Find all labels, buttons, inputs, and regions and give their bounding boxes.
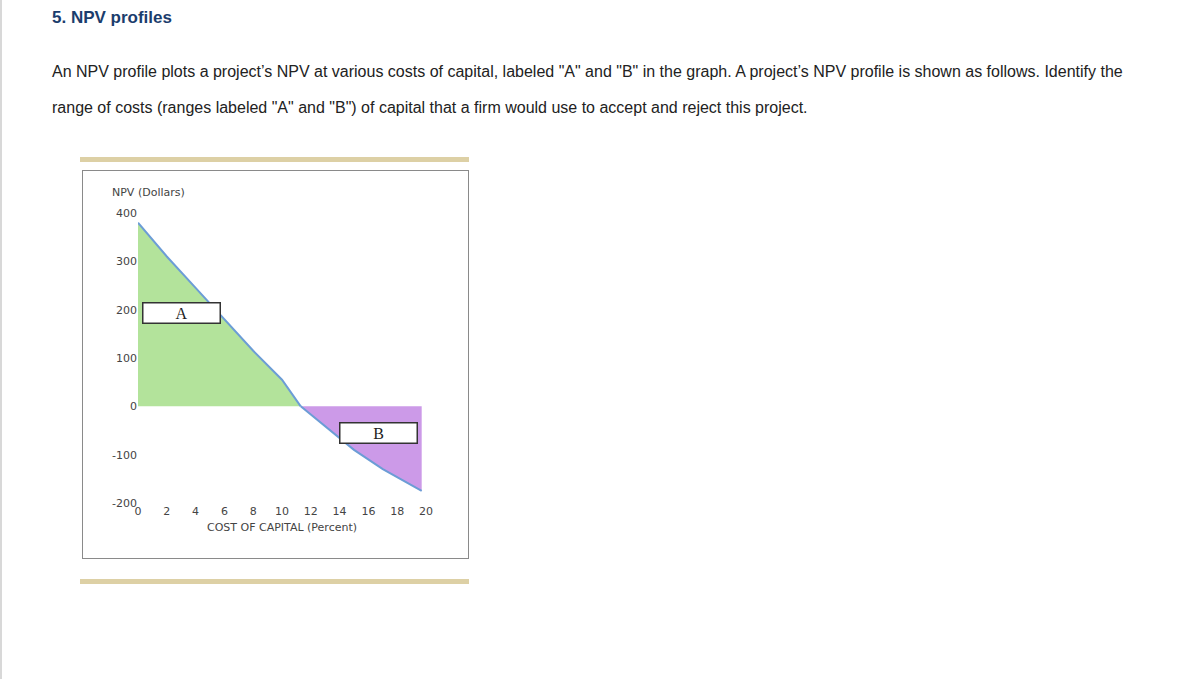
svg-text:0: 0 — [135, 505, 142, 518]
svg-text:16: 16 — [361, 505, 375, 518]
svg-text:A: A — [176, 305, 188, 322]
svg-text:2: 2 — [163, 505, 170, 518]
svg-text:200: 200 — [116, 304, 137, 317]
svg-text:4: 4 — [192, 505, 199, 518]
svg-text:14: 14 — [333, 505, 347, 518]
svg-text:100: 100 — [116, 352, 137, 365]
svg-text:18: 18 — [390, 505, 404, 518]
svg-text:300: 300 — [116, 255, 137, 268]
svg-text:20: 20 — [419, 505, 433, 518]
svg-text:-100: -100 — [112, 449, 137, 462]
svg-text:10: 10 — [275, 505, 289, 518]
html-text:An NPV profile plots a project: An NPV profile plots a project’s NPV at … — [52, 63, 1123, 116]
svg-text:NPV (Dollars): NPV (Dollars) — [112, 186, 185, 199]
svg-text:12: 12 — [304, 505, 318, 518]
svg-text:COST OF CAPITAL (Percent): COST OF CAPITAL (Percent) — [207, 521, 357, 534]
html-text:5. NPV profiles: 5. NPV profiles — [52, 8, 172, 27]
svg-text:B: B — [373, 425, 384, 442]
svg-text:400: 400 — [116, 207, 137, 220]
svg-text:0: 0 — [130, 400, 137, 413]
svg-text:6: 6 — [221, 505, 228, 518]
svg-text:8: 8 — [250, 505, 257, 518]
svg-text:-200: -200 — [112, 497, 137, 510]
